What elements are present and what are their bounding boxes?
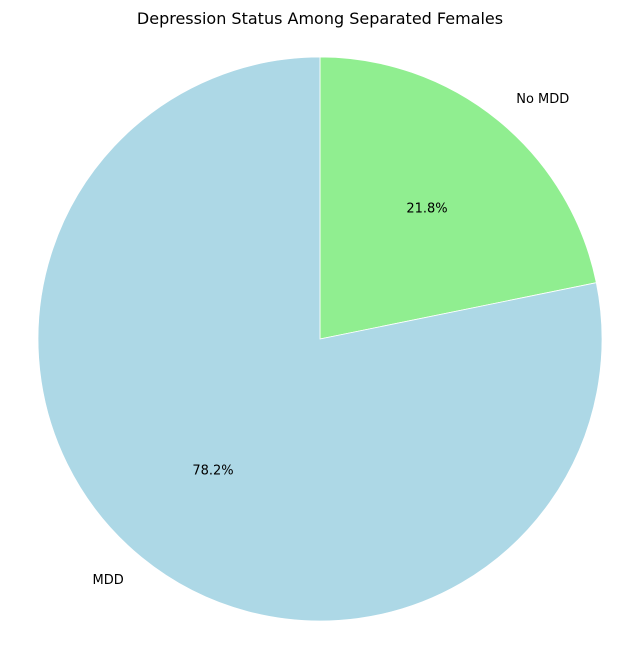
slice-category-label: No MDD — [516, 92, 569, 107]
slice-category-label: MDD — [93, 573, 124, 588]
chart-title: Depression Status Among Separated Female… — [137, 9, 503, 28]
pie-slices — [37, 56, 603, 622]
slice-percent-label: 21.8% — [406, 201, 447, 216]
pie-labels: 21.8% No MDD 78.2% MDD — [93, 92, 570, 588]
pie-slice-no-mdd — [319, 56, 597, 340]
slice-percent-label: 78.2% — [192, 464, 233, 479]
pie-slice-mdd — [37, 56, 603, 622]
